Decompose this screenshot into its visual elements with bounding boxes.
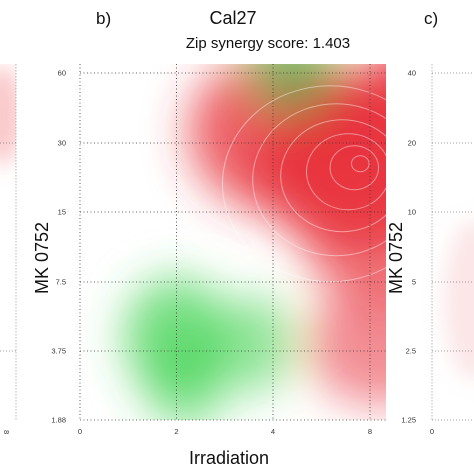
panel-label-c: c) bbox=[424, 9, 438, 28]
y-tick-label: 15 bbox=[58, 208, 66, 217]
contour-lines bbox=[222, 85, 386, 283]
right-y-axis-label: MK 0752 bbox=[386, 222, 406, 294]
right-y-tick-label: 2.5 bbox=[406, 347, 416, 356]
heat-blob-antagonism bbox=[146, 339, 227, 420]
contour-line bbox=[306, 133, 386, 211]
x-tick-label: 0 bbox=[78, 427, 82, 436]
left-heat-blob bbox=[0, 65, 16, 165]
heat-blob-synergy bbox=[306, 282, 386, 406]
heat-blob-antagonism bbox=[211, 295, 296, 393]
x-tick-label: 4 bbox=[271, 427, 275, 436]
y-axis-ticks: 1.88 3.75 7.5 15 30 60 bbox=[51, 69, 66, 425]
left-tick-label: 8 bbox=[2, 430, 11, 434]
contour-line bbox=[222, 85, 386, 283]
contour-line bbox=[252, 103, 386, 257]
right-y-axis-ticks: 1.25 2.5 5 10 20 40 bbox=[401, 69, 474, 425]
right-x-tick: 0 bbox=[430, 427, 434, 436]
right-y-tick-label: 40 bbox=[408, 69, 416, 78]
y-tick-label: 3.75 bbox=[51, 347, 66, 356]
contour-line bbox=[329, 145, 379, 191]
heat-blob-synergy bbox=[326, 64, 386, 189]
heat-blob-antagonism bbox=[248, 64, 337, 117]
contour-line bbox=[351, 155, 370, 173]
y-tick-label: 1.88 bbox=[51, 416, 66, 425]
x-tick-label: 8 bbox=[368, 427, 372, 436]
y-tick-label: 60 bbox=[58, 69, 66, 78]
x-tick-label: 2 bbox=[174, 427, 178, 436]
right-heat-blob bbox=[444, 220, 474, 380]
chart-subtitle: Zip synergy score: 1.403 bbox=[186, 35, 350, 52]
y-tick-label: 7.5 bbox=[56, 278, 66, 287]
heat-blob-synergy bbox=[188, 64, 377, 214]
right-y-tick-label: 10 bbox=[408, 208, 416, 217]
panel-label-b: b) bbox=[96, 9, 111, 28]
contour-line bbox=[280, 119, 386, 233]
x-axis-ticks: 0 2 4 8 bbox=[78, 427, 372, 436]
right-y-tick-label: 20 bbox=[408, 139, 416, 148]
chart-title: Cal27 bbox=[209, 8, 256, 28]
left-panel: 8 bbox=[0, 64, 17, 434]
y-tick-label: 30 bbox=[58, 139, 66, 148]
x-axis-label: Irradiation bbox=[189, 448, 269, 468]
y-axis-label: MK 0752 bbox=[32, 222, 52, 294]
heat-blob-synergy bbox=[385, 64, 386, 84]
right-panel: c) 1.25 2.5 5 10 20 40 0 MK 0752 bbox=[386, 9, 474, 436]
right-y-tick-label: 1.25 bbox=[401, 416, 416, 425]
heat-layer bbox=[124, 64, 386, 420]
heat-blob-synergy bbox=[305, 173, 386, 307]
right-y-tick-label: 5 bbox=[412, 278, 416, 287]
main-panel: b) Cal27 Zip synergy score: 1.403 0 2 4 8 1… bbox=[32, 8, 386, 468]
